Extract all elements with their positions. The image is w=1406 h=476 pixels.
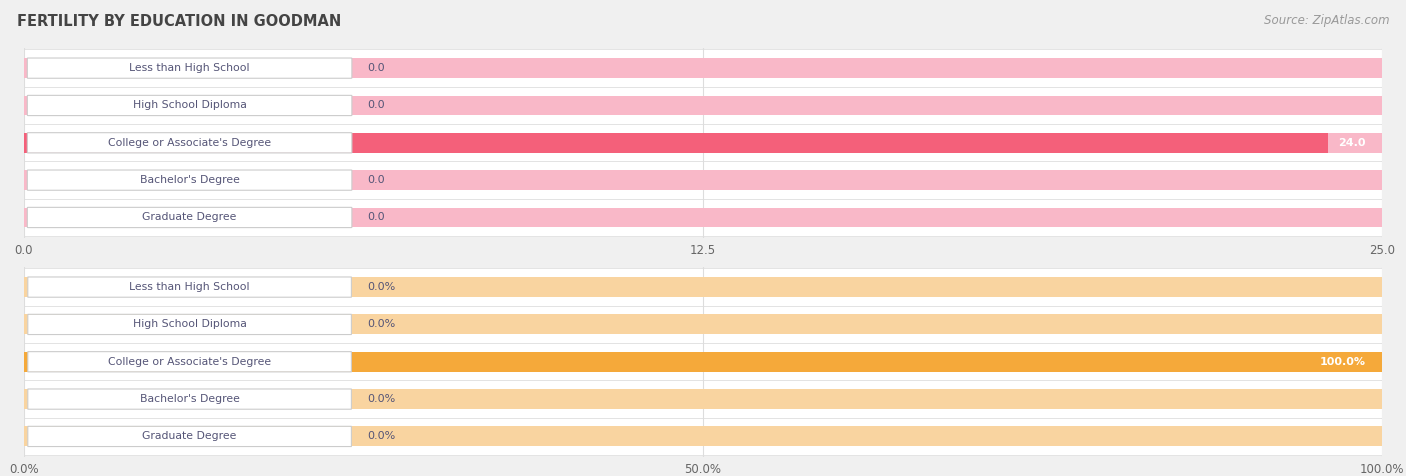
Text: 0.0: 0.0	[367, 63, 385, 73]
Bar	[24, 58, 1382, 78]
Bar	[24, 170, 1382, 190]
Text: High School Diploma: High School Diploma	[132, 319, 246, 329]
FancyBboxPatch shape	[28, 389, 352, 409]
FancyBboxPatch shape	[28, 352, 352, 372]
FancyBboxPatch shape	[27, 208, 352, 228]
Text: Graduate Degree: Graduate Degree	[142, 431, 236, 441]
FancyBboxPatch shape	[27, 95, 352, 116]
Text: College or Associate's Degree: College or Associate's Degree	[108, 138, 271, 148]
Text: 0.0: 0.0	[367, 175, 385, 185]
Bar	[24, 208, 1382, 228]
FancyBboxPatch shape	[27, 58, 352, 78]
Bar	[24, 315, 1382, 334]
Text: FERTILITY BY EDUCATION IN GOODMAN: FERTILITY BY EDUCATION IN GOODMAN	[17, 14, 342, 30]
Bar	[24, 389, 1382, 409]
Bar	[24, 133, 1327, 153]
FancyBboxPatch shape	[27, 170, 352, 190]
FancyBboxPatch shape	[28, 426, 352, 446]
Text: Bachelor's Degree: Bachelor's Degree	[139, 175, 239, 185]
FancyBboxPatch shape	[27, 133, 352, 153]
Text: 0.0: 0.0	[367, 100, 385, 110]
Text: High School Diploma: High School Diploma	[132, 100, 246, 110]
Bar	[24, 124, 1382, 161]
Bar	[24, 268, 1382, 306]
Bar	[24, 87, 1382, 124]
Text: 24.0: 24.0	[1339, 138, 1365, 148]
Bar	[24, 418, 1382, 455]
Bar	[24, 50, 1382, 87]
Bar	[24, 426, 1382, 446]
Bar	[24, 96, 1382, 115]
Bar	[24, 380, 1382, 418]
Text: 100.0%: 100.0%	[1320, 357, 1365, 367]
FancyBboxPatch shape	[28, 314, 352, 335]
Text: Source: ZipAtlas.com: Source: ZipAtlas.com	[1264, 14, 1389, 27]
Text: 0.0%: 0.0%	[367, 394, 395, 404]
Bar	[24, 306, 1382, 343]
Bar	[24, 199, 1382, 236]
Text: 0.0%: 0.0%	[367, 319, 395, 329]
Bar	[24, 161, 1382, 199]
Text: Less than High School: Less than High School	[129, 63, 250, 73]
Text: 0.0: 0.0	[367, 212, 385, 222]
Bar	[24, 133, 1382, 153]
Text: 0.0%: 0.0%	[367, 282, 395, 292]
Text: Graduate Degree: Graduate Degree	[142, 212, 236, 222]
Bar	[24, 343, 1382, 380]
Text: Less than High School: Less than High School	[129, 282, 250, 292]
Text: Bachelor's Degree: Bachelor's Degree	[139, 394, 239, 404]
FancyBboxPatch shape	[28, 277, 352, 297]
Text: College or Associate's Degree: College or Associate's Degree	[108, 357, 271, 367]
Bar	[24, 277, 1382, 297]
Bar	[24, 352, 1382, 372]
Text: 0.0%: 0.0%	[367, 431, 395, 441]
Bar	[24, 352, 1382, 372]
